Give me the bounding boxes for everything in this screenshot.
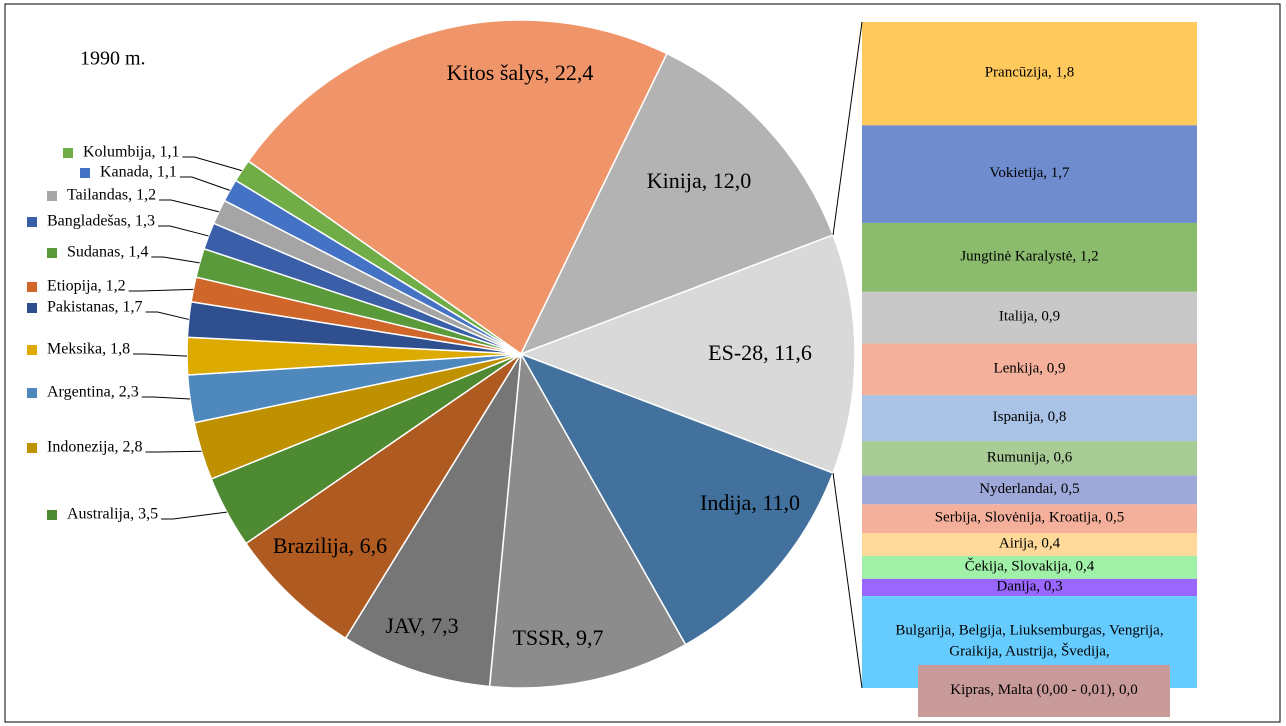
slice-label: ES-28, 11,6 — [708, 340, 812, 365]
leader-line — [128, 288, 194, 292]
bar-segment — [862, 532, 1197, 556]
legend-swatch — [27, 282, 37, 292]
legend-swatch — [27, 217, 37, 227]
pie-slice — [519, 52, 835, 356]
bar-segment — [862, 555, 1197, 579]
pie-slice — [518, 233, 856, 475]
bar-segment — [862, 22, 1197, 126]
connector-line — [832, 21, 863, 236]
bar-segment — [862, 291, 1197, 344]
bar-label: Rumunija, 0,6 — [987, 450, 1073, 466]
pie-slice — [344, 353, 522, 688]
legend-swatch — [80, 168, 90, 178]
bar-segment — [862, 395, 1197, 442]
bar-segment — [862, 125, 1197, 223]
slice-label: Kolumbija, 1,1 — [83, 144, 179, 161]
leader-line — [145, 311, 189, 320]
legend-swatch — [27, 388, 37, 398]
pie-slice — [488, 351, 687, 689]
pie-slice — [234, 160, 522, 355]
legend-swatch — [63, 148, 73, 158]
slice-label: Kanada, 1,1 — [100, 164, 177, 181]
legend-swatch — [27, 303, 37, 313]
legend-swatch — [27, 443, 37, 453]
leader-line — [133, 353, 188, 357]
slice-label: Meksika, 1,8 — [47, 341, 130, 358]
slice-label: Indija, 11,0 — [700, 490, 800, 515]
slice-label: Sudanas, 1,4 — [67, 244, 148, 261]
bar-label: Bulgarija, Belgija, Liuksemburgas, Vengr… — [895, 623, 1163, 660]
bar-label: Italija, 0,9 — [999, 309, 1060, 325]
leader-line — [161, 511, 227, 520]
bar-label: Prancūzija, 1,8 — [985, 65, 1075, 81]
slice-label: JAV, 7,3 — [385, 613, 458, 638]
bar-label: Kipras, Malta (0,00 - 0,01), 0,0 — [950, 682, 1137, 698]
slice-label: TSSR, 9,7 — [512, 625, 603, 650]
leader-line — [182, 156, 242, 172]
bar-label: Danija, 0,3 — [996, 579, 1062, 595]
leader-line — [151, 256, 200, 264]
leader-line — [159, 199, 219, 213]
slice-label: Pakistanas, 1,7 — [47, 299, 143, 316]
bar-segment — [862, 504, 1197, 533]
pie-slice — [244, 353, 522, 640]
legend-swatch — [47, 191, 57, 201]
bar-label: Serbija, Slovėnija, Kroatija, 0,5 — [935, 510, 1125, 526]
bar-label: Lenkija, 0,9 — [993, 361, 1065, 377]
slice-label: Kinija, 12,0 — [647, 168, 752, 193]
bar-segment — [862, 343, 1197, 396]
slice-label: Tailandas, 1,2 — [67, 187, 156, 204]
bar-label: Jungtinė Karalystė, 1,2 — [960, 249, 1098, 265]
bar-label: Čekija, Slovakija, 0,4 — [965, 558, 1095, 575]
bar-segment — [862, 578, 1197, 597]
slice-label: Etiopija, 1,2 — [47, 278, 126, 295]
leader-line — [145, 450, 202, 453]
slice-label: Kitos šalys, 22,4 — [447, 60, 594, 85]
bar-label: Vokietija, 1,7 — [989, 166, 1070, 182]
slice-label: Indonezija, 2,8 — [47, 439, 143, 456]
pie-slice — [247, 19, 668, 356]
legend-swatch — [47, 510, 57, 520]
bar-segment — [862, 475, 1197, 505]
pie-slice — [519, 352, 835, 646]
leader-line — [141, 396, 191, 400]
slice-label: Brazilija, 6,6 — [273, 533, 387, 558]
label-box — [918, 665, 1170, 717]
slice-label: Bangladešas, 1,3 — [47, 213, 155, 230]
bar-label: Airija, 0,4 — [999, 536, 1061, 552]
legend-swatch — [27, 345, 37, 355]
chart-title: 1990 m. — [80, 48, 146, 70]
bar-segment — [862, 441, 1197, 476]
leader-line — [157, 225, 209, 237]
slice-label: Australija, 3,5 — [67, 506, 158, 523]
connector-line — [832, 472, 863, 689]
bar-label: Ispanija, 0,8 — [993, 410, 1067, 426]
slice-label: Argentina, 2,3 — [47, 384, 139, 401]
bar-label: Nyderlandai, 0,5 — [979, 481, 1079, 497]
legend-swatch — [47, 248, 57, 258]
bar-segment — [862, 222, 1197, 292]
leader-line — [179, 176, 231, 191]
